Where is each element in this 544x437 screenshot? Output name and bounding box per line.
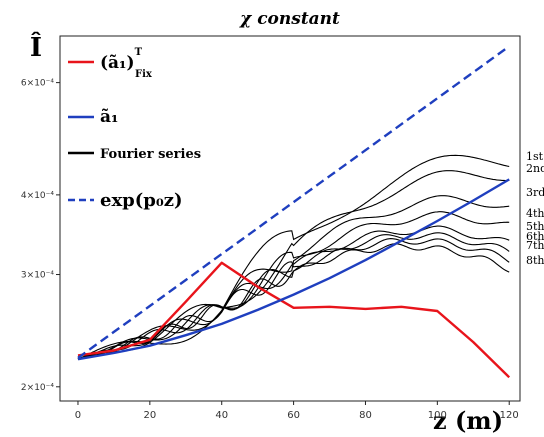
legend-label-a1: ã₁ <box>100 107 118 127</box>
fourier-series-line-2nd <box>77 170 510 360</box>
order-label-4th: 4th <box>526 207 544 220</box>
x-tick-label: 0 <box>75 410 81 421</box>
y-axis-ticks: 2×10⁻⁴ 3×10⁻⁴ 4×10⁻⁴ 6×10⁻⁴ <box>21 79 60 393</box>
order-label-6th: 6th <box>526 230 544 243</box>
order-label-7th: 7th <box>526 239 544 252</box>
series-line-exp_p0z <box>77 45 510 359</box>
y-tick-label: 3×10⁻⁴ <box>21 271 54 281</box>
legend-label-fourier: Fourier series <box>100 147 201 162</box>
x-axis-ticks: 0 20 40 60 80 100 120 <box>75 401 519 421</box>
order-label-5th: 5th <box>526 220 544 233</box>
fourier-series-lines <box>77 154 510 360</box>
y-tick-label: 2×10⁻⁴ <box>21 383 54 393</box>
x-tick-label: 120 <box>500 410 519 421</box>
chart-title: χ constant <box>239 9 340 29</box>
x-tick-label: 40 <box>215 410 228 421</box>
legend-a1-fix-main: (ã₁) <box>100 53 135 73</box>
x-tick-label: 100 <box>428 410 447 421</box>
series-line-a1_fix <box>77 261 511 379</box>
order-label-1st: 1st <box>526 150 544 163</box>
series-line-a1 <box>77 178 510 361</box>
order-label-3rd: 3rd <box>526 186 544 199</box>
legend-label-exp: exp(p₀z) <box>100 190 183 211</box>
plot-area <box>59 35 521 402</box>
x-tick-label: 60 <box>287 410 300 421</box>
fourier-series-line-6th <box>77 232 510 360</box>
x-tick-label: 80 <box>359 410 372 421</box>
x-axis-label: z (m) <box>433 406 503 435</box>
legend-a1-fix-sub: Fix <box>135 69 153 80</box>
fourier-series-line-3rd <box>77 195 510 360</box>
legend-a1-fix-sup: T <box>135 47 143 58</box>
series-lines <box>77 45 511 379</box>
order-label-8th: 8th <box>526 254 544 267</box>
legend: (ã₁)T Fix ã₁ Fourier series exp(p₀z) <box>68 47 201 211</box>
legend-label-a1-fix: (ã₁)T Fix <box>100 47 153 80</box>
y-axis-label: Î <box>30 31 42 63</box>
order-label-2nd: 2nd <box>526 162 544 175</box>
y-tick-label: 6×10⁻⁴ <box>21 79 54 89</box>
x-tick-label: 20 <box>143 410 156 421</box>
y-tick-label: 4×10⁻⁴ <box>21 191 54 201</box>
